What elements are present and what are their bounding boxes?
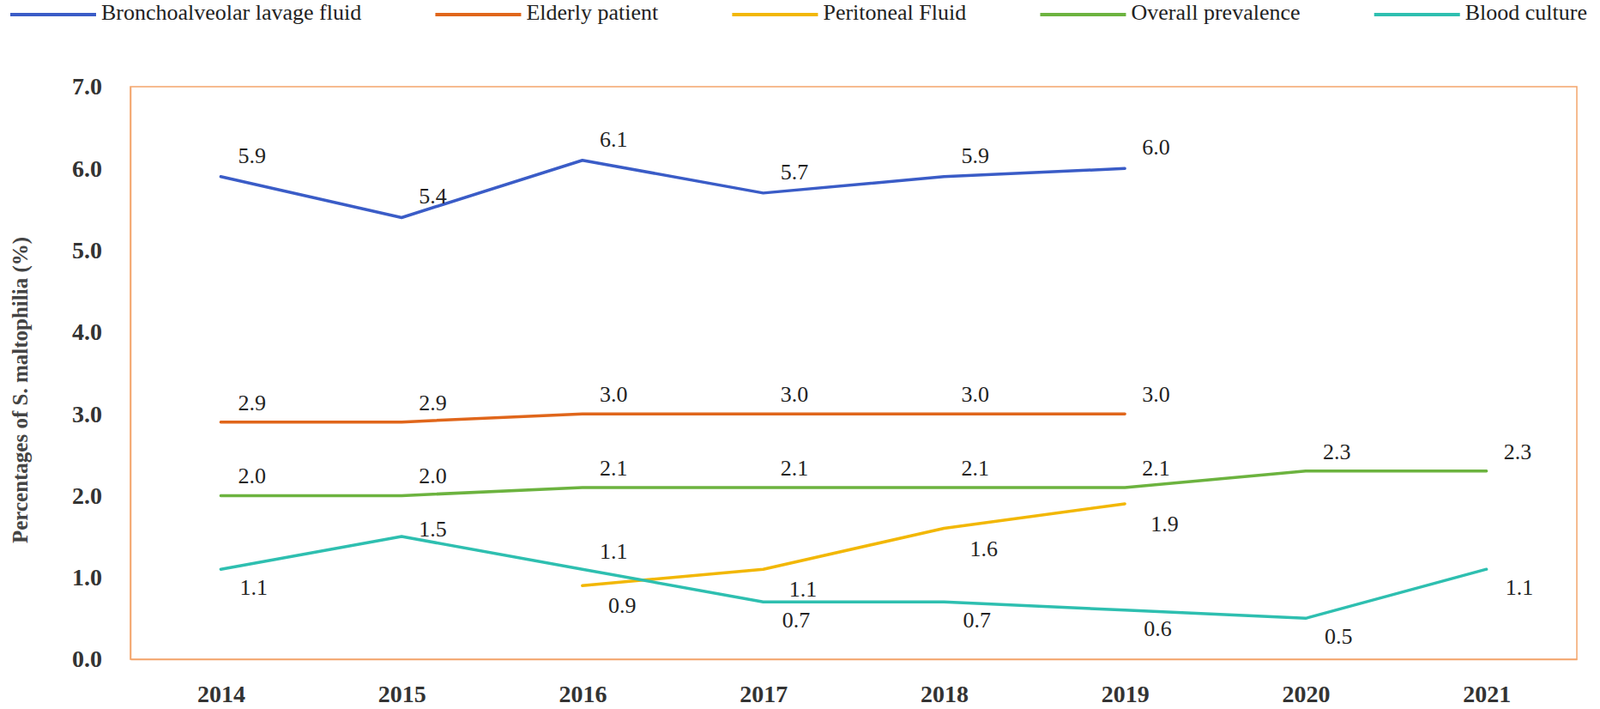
data-label: 1.6: [969, 536, 998, 562]
data-label: 3.0: [1141, 381, 1171, 407]
data-labels: 5.9 5.4 6.1 5.7 5.9 6.0 2.9 2.9 3.0 3.0 3.0 3.0 0.9 1…: [237, 126, 1534, 650]
legend-swatch: [1374, 12, 1461, 17]
legend-item: Elderly patient: [434, 0, 659, 25]
legend: Bronchoalveolar lavage fluid Elderly pati…: [10, 0, 1588, 25]
x-tick-label: 2018: [920, 680, 969, 707]
legend-label: Blood culture: [1465, 0, 1588, 25]
legend-label: Peritoneal Fluid: [822, 0, 967, 25]
legend-swatch: [1039, 12, 1126, 17]
data-label: 3.0: [960, 381, 990, 407]
chart-svg: 0.0 1.0 2.0 3.0 4.0 5.0 6.0 7.0 2014 2015 2016 2017…: [0, 0, 1600, 709]
data-label: 2.0: [237, 463, 266, 489]
data-label: 6.1: [599, 126, 628, 152]
series-line: [220, 470, 1486, 496]
y-tick-label: 6.0: [72, 155, 103, 182]
data-label: 0.5: [1324, 623, 1353, 649]
legend-item: Peritoneal Fluid: [731, 0, 967, 25]
x-tick-label: 2019: [1101, 680, 1150, 707]
data-label: 1.1: [1505, 574, 1534, 600]
y-tick-label: 3.0: [72, 400, 103, 428]
data-label: 0.7: [962, 607, 991, 633]
x-tick-label: 2015: [378, 680, 427, 707]
x-tick-label: 2020: [1281, 680, 1330, 707]
x-axis: 2014 2015 2016 2017 2018 2019 2020 2021: [131, 658, 1578, 707]
legend-swatch: [434, 12, 521, 17]
data-label: 2.1: [780, 455, 810, 481]
data-label: 0.7: [782, 607, 811, 633]
legend-label: Overall prevalence: [1130, 0, 1300, 25]
y-tick-label: 7.0: [72, 72, 103, 100]
data-label: 2.1: [599, 455, 628, 481]
data-label: 0.6: [1143, 615, 1172, 641]
x-tick: 2014: [197, 658, 246, 707]
data-label: 2.3: [1503, 439, 1533, 465]
y-tick-label: 4.0: [72, 318, 103, 345]
x-tick-label: 2014: [197, 680, 246, 707]
legend-item: Overall prevalence: [1039, 0, 1300, 25]
series-line: [220, 413, 1125, 423]
data-label: 2.1: [960, 455, 990, 481]
x-tick: 2018: [920, 658, 969, 707]
data-label: 2.1: [1141, 455, 1171, 481]
data-label: 1.1: [599, 538, 628, 564]
data-label: 1.1: [789, 576, 818, 602]
y-tick: 7.0: [72, 72, 131, 100]
x-tick: 2020: [1281, 658, 1330, 707]
x-tick-label: 2017: [739, 680, 788, 707]
y-tick: 0.0: [72, 645, 131, 672]
x-tick: 2017: [739, 658, 788, 707]
y-tick-label: 0.0: [72, 645, 103, 672]
data-label: 5.4: [418, 183, 447, 209]
x-tick-label: 2016: [558, 680, 607, 707]
data-label: 5.9: [960, 143, 990, 169]
plot-frame: [130, 86, 1577, 659]
y-tick-label: 5.0: [72, 236, 103, 264]
legend-item: Blood culture: [1374, 0, 1588, 25]
data-label: 2.0: [418, 463, 447, 489]
y-axis: 0.0 1.0 2.0 3.0 4.0 5.0 6.0 7.0: [72, 72, 132, 672]
x-tick: 2015: [378, 658, 427, 707]
data-label: 5.9: [237, 143, 266, 169]
data-label: 3.0: [599, 381, 628, 407]
x-axis-line: [131, 658, 1578, 661]
legend-label: Bronchoalveolar lavage fluid: [101, 0, 362, 25]
data-label: 0.9: [608, 592, 637, 618]
legend-item: Bronchoalveolar lavage fluid: [10, 0, 362, 25]
y-tick: 1.0: [72, 563, 131, 591]
data-label: 1.5: [418, 516, 447, 542]
y-tick: 2.0: [72, 482, 131, 509]
data-label: 2.9: [237, 390, 266, 416]
x-tick: 2021: [1462, 658, 1511, 707]
legend-swatch: [10, 12, 97, 17]
y-tick-label: 1.0: [72, 563, 103, 591]
legend-swatch: [731, 12, 818, 17]
series-line: [220, 160, 1125, 218]
y-tick: 6.0: [72, 155, 131, 182]
data-label: 2.9: [418, 390, 447, 416]
data-label: 1.1: [239, 574, 268, 600]
x-tick: 2016: [558, 658, 607, 707]
series-line: [582, 503, 1125, 586]
y-axis-line: [130, 87, 133, 660]
data-label: 6.0: [1141, 134, 1171, 160]
y-tick: 3.0: [72, 400, 131, 428]
y-tick-label: 2.0: [72, 482, 103, 509]
y-axis-title: Percentages of S. maltophilia (%): [8, 236, 33, 544]
data-label: 3.0: [780, 381, 810, 407]
data-label: 2.3: [1322, 439, 1352, 465]
x-tick-label: 2021: [1462, 680, 1511, 707]
legend-label: Elderly patient: [525, 0, 659, 25]
series-line: [220, 536, 1486, 618]
lines: [220, 160, 1486, 619]
x-tick: 2019: [1101, 658, 1150, 707]
data-label: 5.7: [780, 159, 810, 185]
chart-container: 0.0 1.0 2.0 3.0 4.0 5.0 6.0 7.0 2014 2015 2016 2017…: [0, 0, 1600, 709]
data-label: 1.9: [1150, 511, 1179, 537]
y-tick: 5.0: [72, 236, 131, 264]
y-tick: 4.0: [72, 318, 131, 345]
